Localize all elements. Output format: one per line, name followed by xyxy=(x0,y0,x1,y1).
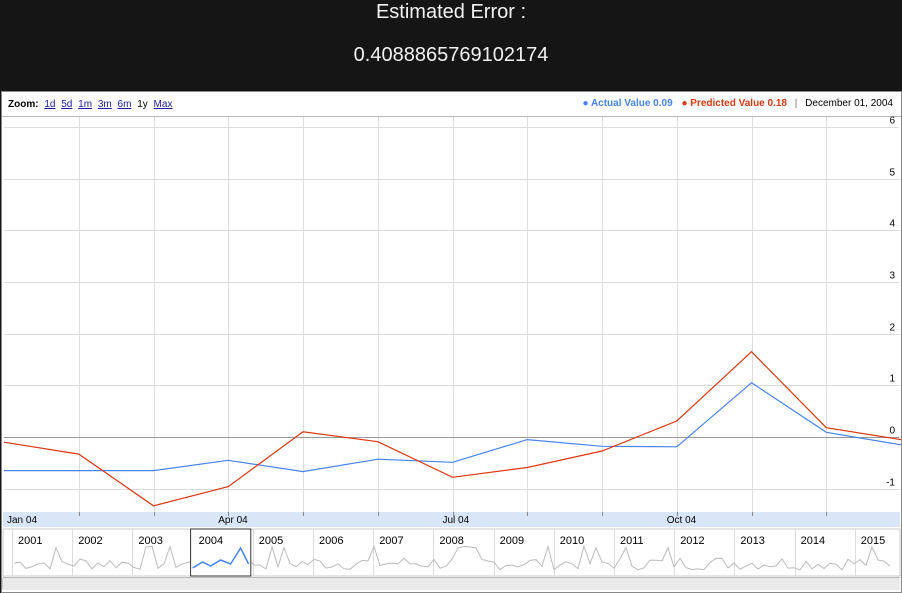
zoom-5d-link[interactable]: 5d xyxy=(61,99,73,110)
navigator-year-label: 2015 xyxy=(861,535,885,547)
time-axis-band xyxy=(3,512,900,527)
legend-separator: | xyxy=(794,98,798,109)
navigator-year-label: 2006 xyxy=(319,535,343,547)
navigator-year-label: 2003 xyxy=(138,535,162,547)
navigator-year-label: 2009 xyxy=(500,535,524,547)
y-tick-label: 0 xyxy=(889,426,895,437)
error-title: Estimated Error : xyxy=(375,1,527,23)
horizontal-scrollbar[interactable] xyxy=(3,577,900,590)
legend-predicted-label: Predicted Value 0.18 xyxy=(690,98,787,109)
navigator-year-label: 2002 xyxy=(78,535,102,547)
x-tick-label: Jul 04 xyxy=(443,515,470,526)
navigator-year-label: 2001 xyxy=(18,535,42,547)
x-axis-labels: Jan 04 Apr 04 Jul 04 Oct 04 xyxy=(7,512,827,526)
series-lines xyxy=(3,350,901,507)
grid-lines xyxy=(4,117,899,512)
legend-predicted: ● Predicted Value 0.18 xyxy=(681,98,787,109)
y-tick-label: 1 xyxy=(889,374,895,385)
navigator-year-label: 2012 xyxy=(680,535,704,547)
navigator-year-label: 2013 xyxy=(740,535,764,547)
navigator-year-label: 2005 xyxy=(259,535,283,547)
navigator-selection-window xyxy=(190,528,252,577)
navigator-year-label: 2014 xyxy=(801,535,825,547)
navigator-selected-year-label: 2004 xyxy=(199,535,223,547)
actual-value-line xyxy=(4,381,901,473)
zoom-1d-link[interactable]: 1d xyxy=(44,99,56,110)
predicted-value-line xyxy=(3,350,901,507)
x-tick-label: Oct 04 xyxy=(667,515,697,526)
y-tick-label: 3 xyxy=(889,271,895,282)
chart-panel: Zoom: 1d 5d 1m 3m 6m 1y Max ● Actual Val… xyxy=(1,91,902,593)
zoom-6m-link[interactable]: 6m xyxy=(117,99,132,110)
zoom-1m-link[interactable]: 1m xyxy=(78,99,93,110)
chart-legend: ● Actual Value 0.09 ● Predicted Value 0.… xyxy=(582,98,893,109)
error-value: 0.4088865769102174 xyxy=(353,44,549,66)
x-tick-label: Jan 04 xyxy=(7,515,37,526)
range-navigator[interactable]: 2001 2002 2003 2004 2005 2006 2007 2008 2009 2010… xyxy=(2,528,901,590)
chart-toolbar: Zoom: 1d 5d 1m 3m 6m 1y Max ● Actual Val… xyxy=(2,92,901,116)
navigator-background xyxy=(2,528,901,577)
navigator-year-label: 2010 xyxy=(560,535,584,547)
navigator-year-label: 2008 xyxy=(439,535,463,547)
zoom-1y-selected: 1y xyxy=(137,99,148,110)
y-axis-labels: -1 0 1 2 3 4 5 6 xyxy=(886,116,895,489)
estimated-error-header: Estimated Error : 0.4088865769102174 xyxy=(0,0,902,90)
legend-date: December 01, 2004 xyxy=(805,98,893,109)
navigator-sparkline xyxy=(13,544,891,571)
zoom-control: Zoom: 1d 5d 1m 3m 6m 1y Max xyxy=(8,99,172,110)
legend-actual: ● Actual Value 0.09 xyxy=(582,98,673,109)
y-tick-label: 2 xyxy=(889,323,895,334)
navigator-selected-sparkline xyxy=(192,546,250,569)
zoom-max-link[interactable]: Max xyxy=(153,99,173,110)
y-tick-label: 4 xyxy=(889,219,895,230)
x-tick-label: Apr 04 xyxy=(218,515,248,526)
y-tick-label: -1 xyxy=(886,478,895,489)
navigator-year-label: 2011 xyxy=(620,535,644,547)
zoom-3m-link[interactable]: 3m xyxy=(97,99,112,110)
zoom-label: Zoom: xyxy=(8,99,39,110)
y-tick-label: 5 xyxy=(889,168,895,179)
legend-actual-label: Actual Value 0.09 xyxy=(590,98,673,109)
navigator-year-label: 2007 xyxy=(379,535,403,547)
y-tick-label: 6 xyxy=(889,116,895,127)
